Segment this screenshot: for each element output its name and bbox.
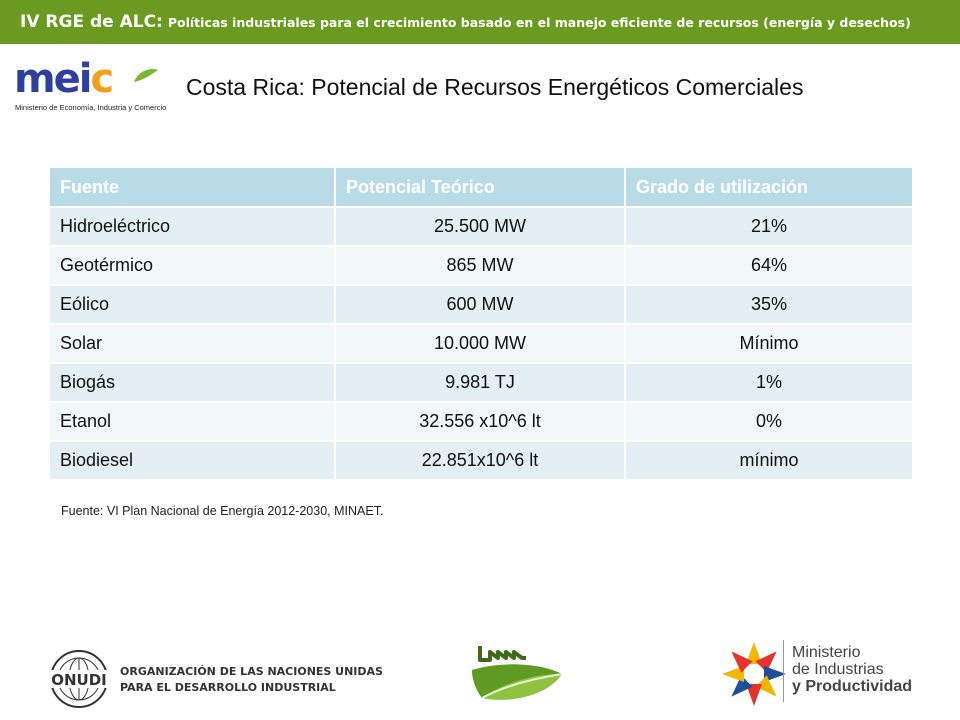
ministerio-line-1: Ministerio bbox=[792, 644, 861, 661]
meic-leaf-icon bbox=[134, 69, 158, 82]
table-row: Eólico 600 MW 35% bbox=[50, 284, 912, 324]
onudi-line-2: PARA EL DESARROLLO INDUSTRIAL bbox=[120, 681, 336, 694]
leaf-factory-icon bbox=[472, 646, 563, 700]
cell-utilizacion: 64% bbox=[625, 245, 912, 285]
onudi-label: ORGANIZACIÓN DE LAS NACIONES UNIDAS PARA… bbox=[120, 664, 383, 696]
cell-potencial: 10.000 MW bbox=[335, 323, 626, 363]
cell-fuente: Solar bbox=[50, 323, 336, 363]
source-footnote: Fuente: VI Plan Nacional de Energía 2012… bbox=[61, 504, 384, 518]
header-bar: IV RGE de ALC: Políticas industriales pa… bbox=[0, 0, 960, 44]
meic-logo: meic Ministerio de Economía, Industria y… bbox=[12, 56, 166, 120]
header-potencial: Potencial Teórico bbox=[335, 168, 626, 207]
onudi-line-1: ORGANIZACIÓN DE LAS NACIONES UNIDAS bbox=[120, 665, 383, 678]
cell-utilizacion: 1% bbox=[625, 362, 912, 402]
cell-potencial: 865 MW bbox=[335, 245, 626, 285]
cell-potencial: 9.981 TJ bbox=[335, 362, 626, 402]
ecuador-sun-emblem-icon bbox=[722, 642, 786, 706]
table-row: Hidroeléctrico 25.500 MW 21% bbox=[50, 206, 912, 246]
event-title: IV RGE de ALC: bbox=[20, 12, 163, 32]
table-header-row: Fuente Potencial Teórico Grado de utiliz… bbox=[50, 168, 912, 207]
cell-fuente: Biogás bbox=[50, 362, 336, 402]
cell-potencial: 32.556 x10^6 lt bbox=[335, 401, 626, 441]
cell-potencial: 600 MW bbox=[335, 284, 626, 324]
cell-fuente: Geotérmico bbox=[50, 245, 336, 285]
table-row: Etanol 32.556 x10^6 lt 0% bbox=[50, 401, 912, 441]
onudi-emblem-icon: ONUDI bbox=[50, 650, 108, 708]
cell-fuente: Eólico bbox=[50, 284, 336, 324]
event-subtitle: Políticas industriales para el crecimien… bbox=[167, 14, 911, 30]
header-utilizacion: Grado de utilización bbox=[625, 168, 912, 207]
table-row: Solar 10.000 MW Mínimo bbox=[50, 323, 912, 363]
cell-potencial: 22.851x10^6 lt bbox=[335, 440, 626, 479]
cell-fuente: Hidroeléctrico bbox=[50, 206, 336, 246]
logo-divider bbox=[783, 640, 784, 702]
onudi-emblem-text: ONUDI bbox=[51, 671, 107, 689]
table-row: Biogás 9.981 TJ 1% bbox=[50, 362, 912, 402]
ministerio-line-3: y Productividad bbox=[792, 678, 913, 695]
table-row: Biodiesel 22.851x10^6 lt mínimo bbox=[50, 440, 912, 479]
energy-resources-table: Fuente Potencial Teórico Grado de utiliz… bbox=[50, 168, 912, 479]
ministerio-label: Ministerio de Industrias y Productividad bbox=[792, 644, 912, 695]
cell-utilizacion: mínimo bbox=[625, 440, 912, 479]
table-row: Geotérmico 865 MW 64% bbox=[50, 245, 912, 285]
page-title: Costa Rica: Potencial de Recursos Energé… bbox=[186, 74, 804, 100]
cell-utilizacion: 35% bbox=[625, 284, 912, 324]
cell-fuente: Etanol bbox=[50, 401, 336, 441]
cell-fuente: Biodiesel bbox=[50, 440, 336, 479]
cell-potencial: 25.500 MW bbox=[335, 206, 626, 246]
header-fuente: Fuente bbox=[50, 168, 336, 207]
cell-utilizacion: 21% bbox=[625, 206, 912, 246]
meic-wordmark: meic bbox=[14, 56, 114, 102]
cell-utilizacion: Mínimo bbox=[625, 323, 912, 363]
cell-utilizacion: 0% bbox=[625, 401, 912, 441]
ministerio-line-2: de Industrias bbox=[792, 661, 884, 678]
meic-subtitle: Ministerio de Economía, Industria y Come… bbox=[15, 103, 167, 112]
